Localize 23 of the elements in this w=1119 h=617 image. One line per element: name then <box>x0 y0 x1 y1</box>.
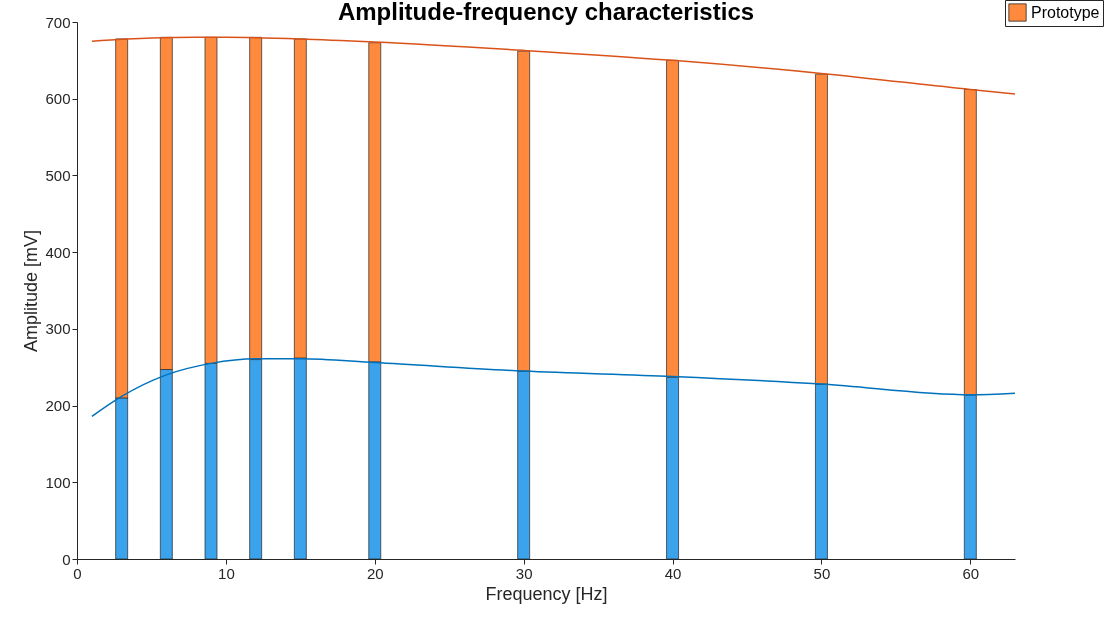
y-tick-label: 500 <box>45 166 71 184</box>
x-tick-label: 50 <box>813 564 831 582</box>
x-axis-title: Frequency [Hz] <box>485 583 608 604</box>
y-tick-label: 300 <box>45 320 71 338</box>
y-tick-label: 200 <box>45 397 71 415</box>
x-tick-label: 20 <box>366 564 384 582</box>
x-tick-label: 60 <box>962 564 980 582</box>
bar <box>293 38 307 359</box>
x-tick-label: 10 <box>218 564 235 582</box>
y-tick-label: 600 <box>45 90 71 108</box>
x-tick-label: 0 <box>73 564 82 582</box>
y-tick-label: 700 <box>45 13 71 31</box>
x-tick-label: 40 <box>664 564 682 582</box>
y-tick-label: 100 <box>45 473 71 491</box>
bar <box>249 36 263 360</box>
x-tick-label: 30 <box>515 564 533 582</box>
line-series <box>91 36 1016 95</box>
chart-title: Amplitude-frequency characteristics <box>337 0 755 25</box>
line-series <box>91 358 1016 418</box>
y-tick-label: 400 <box>45 243 71 261</box>
y-axis-title: Amplitude [mV] <box>21 229 42 353</box>
legend-label: Prototype <box>1031 3 1100 21</box>
y-tick-label: 0 <box>62 550 71 568</box>
